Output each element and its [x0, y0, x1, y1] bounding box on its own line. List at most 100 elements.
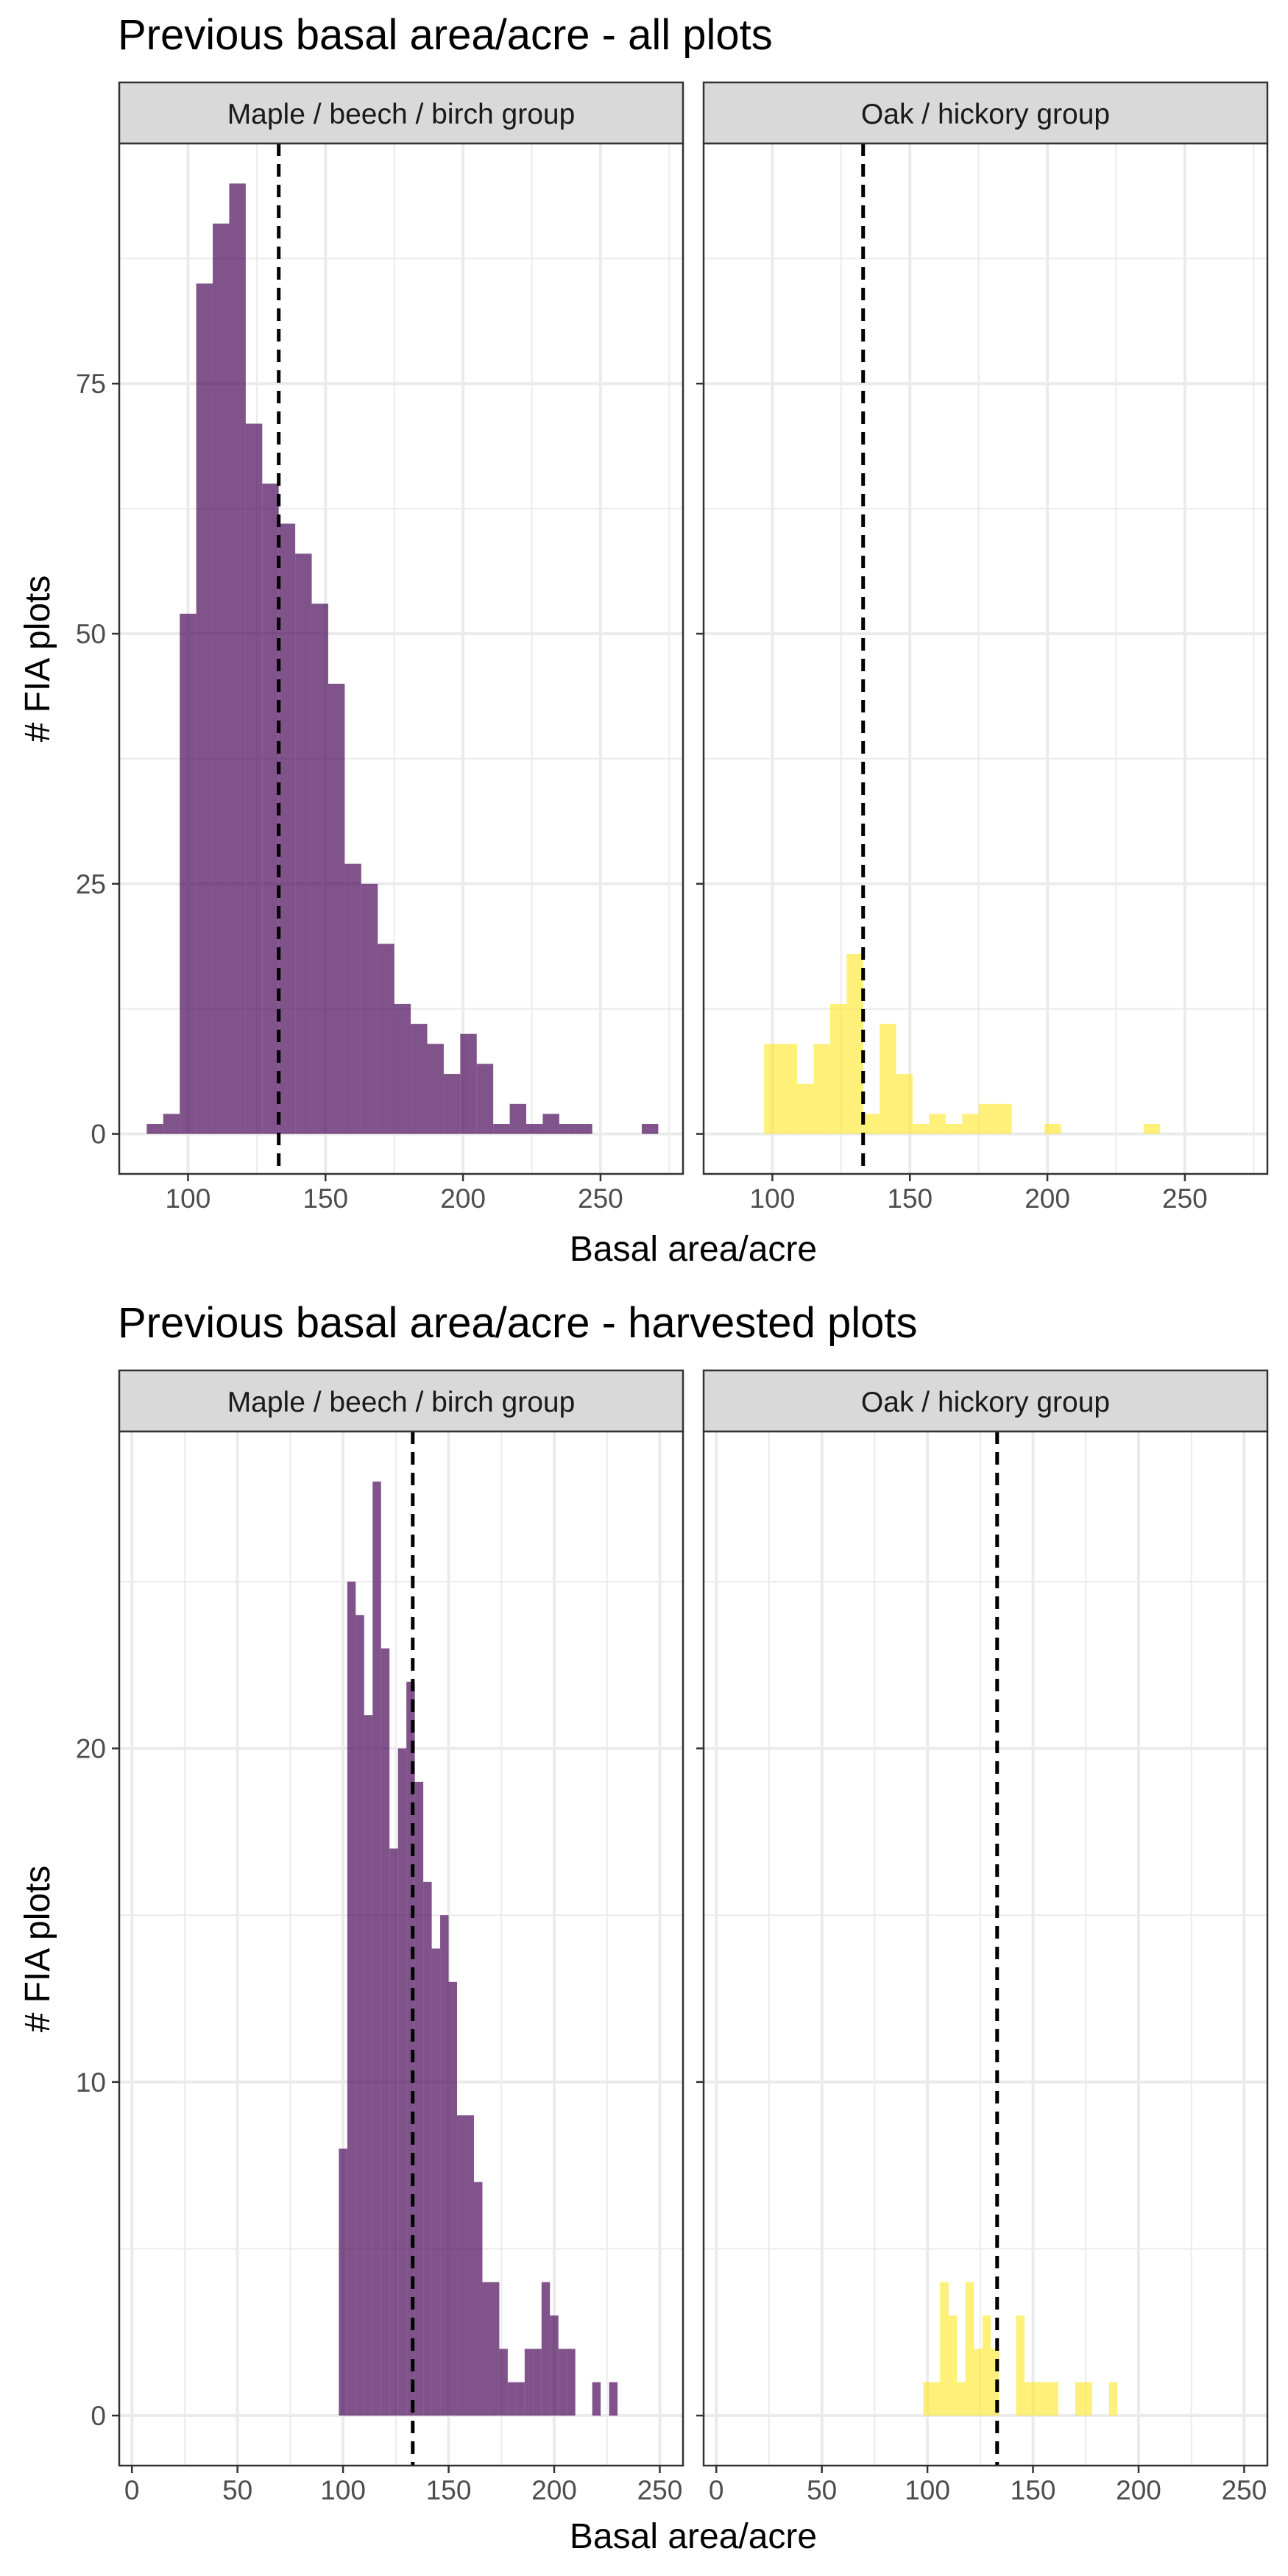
histogram-bar — [974, 2349, 983, 2416]
histogram-bar — [1025, 2382, 1033, 2416]
histogram-bar — [1044, 1124, 1061, 1134]
histogram-bars — [146, 183, 659, 1134]
histogram-bar — [311, 604, 328, 1134]
histogram-bar — [929, 1114, 946, 1134]
y-tick-label: 0 — [91, 2401, 106, 2431]
histogram-bar — [490, 2282, 500, 2416]
histogram-bar — [278, 523, 296, 1134]
x-tick-label: 200 — [1025, 1183, 1070, 1214]
y-tick-label: 20 — [76, 1734, 106, 1764]
histogram-bar — [829, 1003, 847, 1134]
histogram-bar — [427, 1044, 444, 1134]
histogram-bar — [846, 953, 863, 1134]
x-tick-label: 150 — [887, 1183, 933, 1214]
histogram-bar — [406, 1681, 415, 2416]
histogram-bar — [339, 2148, 347, 2416]
histogram-bar — [923, 2382, 932, 2416]
histogram-bar — [448, 1981, 458, 2416]
facet-strip — [118, 81, 684, 145]
histogram-bar — [361, 883, 378, 1134]
histogram-bar — [180, 613, 197, 1134]
y-tick-label: 50 — [76, 619, 106, 649]
histogram-bar — [1033, 2382, 1042, 2416]
panel-border — [702, 142, 1269, 1175]
histogram-bar — [213, 223, 230, 1134]
plot-panel — [704, 144, 1267, 1174]
histogram-bar — [1143, 1124, 1161, 1134]
facet-strip — [702, 1369, 1269, 1433]
histogram-bar — [1075, 2382, 1084, 2416]
x-axis-title: Basal area/acre — [570, 2517, 817, 2556]
x-tick-label: 200 — [531, 2475, 577, 2505]
y-tick-label: 75 — [76, 369, 106, 399]
histogram-bar — [394, 1003, 411, 1134]
facet-label: Maple / beech / birch group — [227, 99, 576, 130]
panel-border — [702, 1430, 1269, 2467]
histogram-bar — [509, 1103, 527, 1134]
axes: 100 150 200 250 0 25 50 75 100 150 200 250 — [76, 369, 1208, 1214]
histogram-bar — [457, 2115, 466, 2416]
histogram-bar — [499, 2349, 508, 2416]
histogram-bar — [482, 2282, 491, 2416]
histogram-bar — [978, 1103, 996, 1134]
histogram-bar — [526, 1124, 543, 1134]
histogram-bar — [414, 1781, 424, 2416]
histogram-bar — [797, 1083, 814, 1134]
histogram-bar — [460, 1033, 477, 1134]
gridlines — [703, 144, 1267, 1174]
histogram-bar — [558, 2349, 567, 2416]
histogram-bar — [542, 1114, 559, 1134]
y-axis-title: # FIA plots — [18, 576, 57, 743]
x-tick-label: 150 — [1011, 2475, 1056, 2505]
histogram-bars — [764, 953, 1161, 1134]
x-tick-label: 50 — [807, 2475, 837, 2505]
facet-label: Oak / hickory group — [861, 1387, 1110, 1418]
histogram-bar — [609, 2382, 618, 2416]
histogram-bar — [524, 2349, 534, 2416]
histogram-bar — [295, 553, 312, 1134]
histogram-bar — [880, 1024, 896, 1134]
facet-maple-beech-birch: Maple / beech / birch group — [118, 81, 684, 1175]
histogram-bar — [196, 283, 213, 1134]
histogram-bar — [863, 1114, 880, 1134]
x-tick-label: 250 — [1222, 2475, 1267, 2505]
histogram-bar — [1083, 2382, 1092, 2416]
histogram-bar — [378, 944, 394, 1134]
histogram-bar — [533, 2349, 542, 2416]
histogram-bar — [541, 2282, 551, 2416]
histogram-bar — [957, 2382, 966, 2416]
histogram-bar — [347, 1581, 356, 2416]
histogram-bar — [397, 1748, 407, 2416]
histogram-bar — [465, 2115, 474, 2416]
histogram-bar — [344, 863, 361, 1134]
facet-oak-hickory: Oak / hickory group — [702, 81, 1269, 1175]
x-tick-label: 250 — [637, 2475, 683, 2505]
x-tick-label: 150 — [426, 2475, 472, 2505]
x-tick-label: 200 — [440, 1183, 486, 1214]
x-tick-label: 100 — [320, 2475, 366, 2505]
histogram-bar — [431, 1948, 441, 2416]
histogram-bar — [440, 1915, 449, 2416]
histogram-bar — [372, 1481, 381, 2416]
plot-panel — [704, 1432, 1267, 2466]
histogram-bar — [641, 1124, 659, 1134]
facet-maple-beech-birch: Maple / beech / birch group — [118, 1369, 684, 2467]
histogram-bar — [476, 1064, 494, 1134]
panel-border — [118, 1430, 684, 2467]
histogram-bar — [567, 2349, 576, 2416]
histogram-bar — [780, 1044, 798, 1134]
histogram-bar — [965, 2282, 974, 2416]
x-tick-label: 0 — [709, 2475, 724, 2505]
histogram-bar — [516, 2382, 525, 2416]
histogram-bar — [896, 1074, 913, 1134]
x-tick-label: 150 — [302, 1183, 348, 1214]
histogram-bar — [940, 2282, 949, 2416]
y-tick-label: 25 — [76, 869, 106, 899]
histogram-bar — [381, 1648, 390, 2416]
histogram-bar — [364, 1715, 373, 2416]
histogram-bar — [931, 2382, 941, 2416]
histogram-bar — [1041, 2382, 1050, 2416]
x-tick-label: 50 — [222, 2475, 252, 2505]
